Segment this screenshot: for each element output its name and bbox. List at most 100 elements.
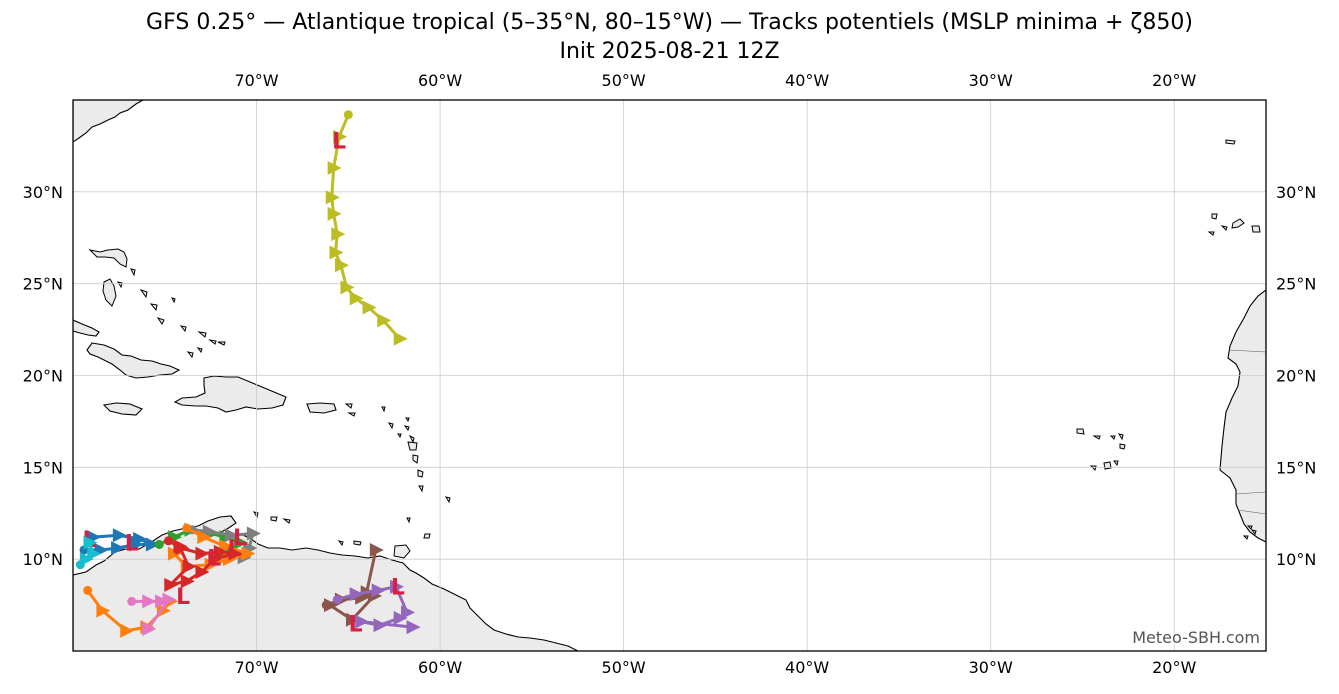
track-start-point	[83, 585, 93, 595]
track-point-marker	[145, 537, 160, 552]
landmass-puerto-rico	[306, 402, 337, 414]
africa-borders	[1228, 349, 1266, 515]
map-frame	[72, 99, 1267, 652]
track-point-marker	[167, 546, 182, 561]
islets-bissagos	[1242, 525, 1257, 540]
track-point-marker	[142, 621, 157, 636]
track-point-marker	[112, 528, 127, 543]
landmass-gulf-coast	[73, 319, 100, 337]
track-point-marker	[349, 291, 364, 306]
low-pressure-marker: L	[176, 585, 190, 610]
track-point-marker	[213, 544, 228, 559]
track-point-marker	[164, 577, 179, 592]
track-point-marker	[96, 603, 111, 618]
track-start-point	[127, 596, 137, 606]
landmass-cuba	[86, 342, 181, 379]
storm-track	[75, 535, 102, 570]
track-point-marker	[180, 574, 195, 589]
track-point-marker	[87, 546, 102, 561]
track-start-point	[343, 110, 353, 120]
map-title: GFS 0.25° — Atlantique tropical (5–35°N,…	[146, 10, 1193, 35]
landmass-andros	[102, 278, 117, 307]
landmass-jamaica	[102, 402, 143, 416]
islets-cape-verde	[1076, 428, 1126, 471]
track-point-marker	[371, 583, 386, 598]
landmass-hispaniola	[173, 375, 287, 413]
track-point-marker	[334, 258, 349, 273]
graticule	[73, 100, 1266, 651]
axis-labels: 70°W 70°W 60°W 60°W 50°W 50°W 40°W 40°W 30°W 30°W…	[23, 71, 1317, 677]
low-pressure-marker: L	[125, 532, 139, 557]
lat-label-left: 10°N	[23, 550, 63, 569]
storm-track: L	[332, 576, 421, 635]
track-point-marker	[393, 610, 408, 625]
lon-label-bottom: 30°W	[969, 658, 1013, 677]
storm-track	[127, 592, 177, 636]
track-start-point	[332, 595, 342, 605]
lon-label-top: 20°W	[1152, 71, 1196, 90]
islets-bahamas	[116, 268, 226, 359]
track-point-marker	[195, 546, 210, 561]
track-point-marker	[377, 313, 392, 328]
track-point-marker	[246, 526, 261, 541]
track-point-marker	[345, 612, 360, 627]
lon-label-bottom: 60°W	[418, 658, 462, 677]
track-point-marker	[406, 620, 421, 635]
track-point-marker	[369, 542, 384, 557]
lon-label-top: 60°W	[418, 71, 462, 90]
track-point-marker	[234, 535, 249, 550]
lat-label-right: 20°N	[1276, 367, 1316, 386]
landmass-west-africa	[1219, 289, 1266, 543]
low-pressure-marker: L	[332, 129, 346, 154]
track-point-marker	[373, 618, 388, 633]
landmass-trinidad	[393, 544, 411, 559]
track-point-marker	[340, 280, 355, 295]
track-point-marker	[208, 552, 223, 567]
lat-label-left: 25°N	[23, 275, 63, 294]
storm-track: LL	[163, 536, 243, 610]
lon-label-bottom: 40°W	[785, 658, 829, 677]
lat-label-left: 30°N	[23, 183, 63, 202]
track-point-marker	[142, 594, 157, 609]
track-point-marker	[182, 559, 197, 574]
track-point-marker	[329, 245, 344, 260]
track-point-marker	[162, 592, 177, 607]
map-subtitle: Init 2025-08-21 12Z	[559, 39, 780, 64]
track-point-marker	[390, 579, 405, 594]
credit-text: Meteo-SBH.com	[1132, 628, 1260, 647]
track-point-marker	[155, 594, 170, 609]
track-point-marker	[228, 546, 243, 561]
track-point-marker	[323, 598, 338, 613]
track-point-marker	[83, 535, 98, 550]
lon-label-bottom: 20°W	[1152, 658, 1196, 677]
lon-label-bottom: 70°W	[234, 658, 278, 677]
landmass-north-america	[73, 100, 145, 143]
track-point-marker	[129, 537, 144, 552]
lat-label-right: 10°N	[1276, 550, 1316, 569]
track-point-marker	[393, 331, 408, 346]
storm-track: L	[325, 110, 408, 346]
low-pressure-marker: L	[391, 576, 405, 601]
track-point-marker	[325, 190, 340, 205]
storm-track: LL	[79, 528, 160, 557]
track-point-marker	[333, 129, 348, 144]
track-point-marker	[133, 531, 148, 546]
track-point-marker	[241, 546, 256, 561]
lat-label-right: 30°N	[1276, 183, 1316, 202]
track-point-marker	[362, 300, 377, 315]
track-point-marker	[355, 614, 370, 629]
lat-label-right: 15°N	[1276, 458, 1316, 477]
lon-label-top: 30°W	[969, 71, 1013, 90]
track-point-marker	[204, 557, 219, 572]
track-start-point	[182, 523, 192, 533]
lon-label-top: 50°W	[602, 71, 646, 90]
islets-canaries	[1207, 139, 1261, 236]
track-point-marker	[79, 552, 94, 567]
track-point-marker	[195, 565, 210, 580]
track-point-marker	[331, 227, 346, 242]
islets-lesser-antilles	[344, 403, 451, 539]
lat-label-left: 20°N	[23, 367, 63, 386]
track-point-marker	[327, 206, 342, 221]
islets-abc	[252, 511, 362, 547]
